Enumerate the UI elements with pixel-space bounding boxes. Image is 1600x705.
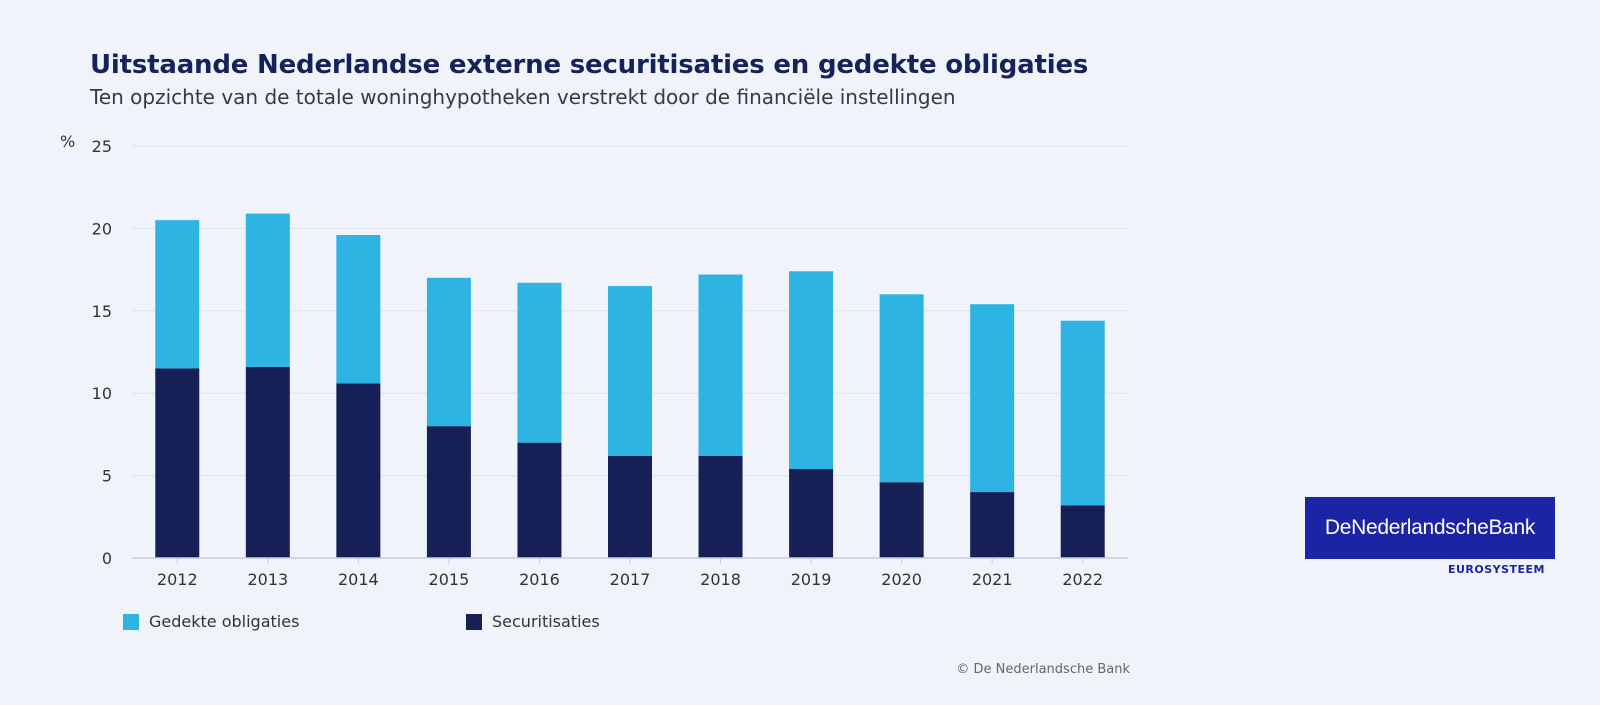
- chart-subtitle: Ten opzichte van de totale woninghypothe…: [90, 85, 956, 109]
- bar-securitisaties-2016: [517, 442, 562, 558]
- copyright-text: © De Nederlandsche Bank: [956, 662, 1130, 677]
- dnb-logo-text: DeNederlandscheBank: [1324, 516, 1536, 540]
- y-tick-label-10: 10: [92, 384, 112, 403]
- bar-securitisaties-2018: [698, 455, 743, 558]
- bar-gedekte-obligaties-2012: [155, 220, 200, 369]
- y-tick-label-20: 20: [92, 219, 112, 238]
- axes: 0 5 10 15 20 25% 2012 2013 2014 2015 2016 2017 2018 2…: [60, 132, 1128, 589]
- bar-securitisaties-2015: [426, 426, 471, 558]
- bar-gedekte-obligaties-2016: [517, 282, 562, 443]
- x-tick-label-2019: 2019: [791, 570, 832, 589]
- bar-gedekte-obligaties-2020: [879, 294, 924, 483]
- legend-item-securitisaties[interactable]: Securitisaties: [466, 612, 600, 631]
- y-tick-label-25: 25: [92, 137, 112, 156]
- bar-gedekte-obligaties-2015: [426, 277, 471, 427]
- bar-gedekte-obligaties-2021: [970, 304, 1015, 493]
- x-tick-label-2018: 2018: [700, 570, 741, 589]
- bar-securitisaties-2019: [789, 469, 834, 558]
- chart-title: Uitstaande Nederlandse externe securitis…: [90, 50, 1089, 80]
- x-tick-label-2014: 2014: [338, 570, 379, 589]
- bar-securitisaties-2013: [245, 366, 290, 558]
- x-tick-label-2022: 2022: [1062, 570, 1103, 589]
- x-tick-label-2021: 2021: [972, 570, 1013, 589]
- x-tick-label-2015: 2015: [429, 570, 470, 589]
- legend-item-gedekte-obligaties[interactable]: Gedekte obligaties: [123, 612, 299, 631]
- bar-securitisaties-2021: [970, 492, 1015, 558]
- dnb-logo-name: DeNederlandscheBank: [1324, 516, 1536, 539]
- bar-securitisaties-2012: [155, 368, 200, 558]
- bar-gedekte-obligaties-2013: [245, 213, 290, 367]
- bar-gedekte-obligaties-2022: [1060, 320, 1105, 506]
- bars: [155, 213, 1105, 558]
- bar-gedekte-obligaties-2018: [698, 274, 743, 456]
- x-tick-label-2020: 2020: [881, 570, 922, 589]
- dnb-logo-subtitle: EUROSYSTEEM: [1447, 563, 1545, 576]
- bar-securitisaties-2022: [1060, 505, 1105, 558]
- bar-securitisaties-2020: [879, 482, 924, 558]
- dnb-logo: DeNederlandscheBank: [1305, 497, 1555, 559]
- x-tick-label-2012: 2012: [157, 570, 198, 589]
- y-tick-label-5: 5: [102, 467, 112, 486]
- bar-gedekte-obligaties-2017: [608, 286, 652, 456]
- y-tick-label-0: 0: [102, 549, 112, 568]
- y-tick-label-15: 15: [92, 302, 112, 321]
- legend-label-securitisaties: Securitisaties: [492, 612, 600, 631]
- bar-gedekte-obligaties-2019: [789, 271, 834, 470]
- legend-label-gedekte-obligaties: Gedekte obligaties: [149, 612, 300, 631]
- x-tick-label-2013: 2013: [247, 570, 288, 589]
- x-tick-label-2016: 2016: [519, 570, 560, 589]
- x-tick-label-2017: 2017: [610, 570, 651, 589]
- y-axis-label: %: [60, 132, 75, 151]
- bar-securitisaties-2017: [608, 455, 652, 558]
- bar-gedekte-obligaties-2014: [336, 234, 381, 384]
- legend-swatch-gedekte-obligaties: [123, 613, 139, 630]
- bar-securitisaties-2014: [336, 383, 381, 558]
- legend-swatch-securitisaties: [466, 613, 482, 630]
